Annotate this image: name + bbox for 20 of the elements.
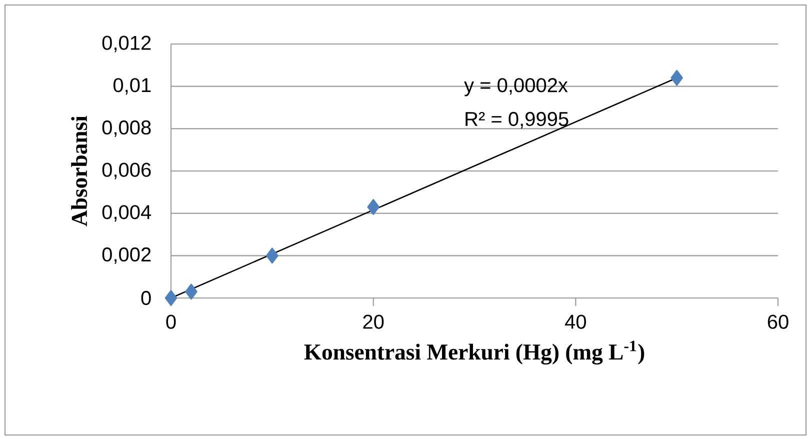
y-tick-label: 0,006: [102, 162, 151, 180]
x-axis-title: Konsentrasi Merkuri (Hg) (mg L$^{-1}$): [304, 340, 644, 365]
y-tick-label: 0,01: [113, 78, 151, 95]
annotation: R² = 0,9995: [466, 112, 568, 128]
point: [367, 198, 380, 215]
y-axis-title: Absorbansi: [71, 116, 88, 226]
x-tick-label: 0: [166, 314, 176, 329]
x-tick-label: 20: [363, 314, 384, 329]
y-tick-label: 0,002: [102, 247, 151, 264]
y-tick-label: 0,012: [102, 36, 151, 52]
x-tick-label: 40: [565, 314, 586, 329]
point: [670, 70, 684, 86]
point: [266, 248, 278, 264]
y-tick-label: 0,008: [102, 120, 151, 137]
point: [185, 284, 198, 300]
y-tick-label: 0,004: [102, 205, 152, 222]
x-tick-label: 60: [768, 314, 788, 329]
point: [164, 290, 178, 306]
y-tick-label: 0: [141, 290, 151, 306]
annotation: y = 0,0002x: [464, 78, 568, 96]
